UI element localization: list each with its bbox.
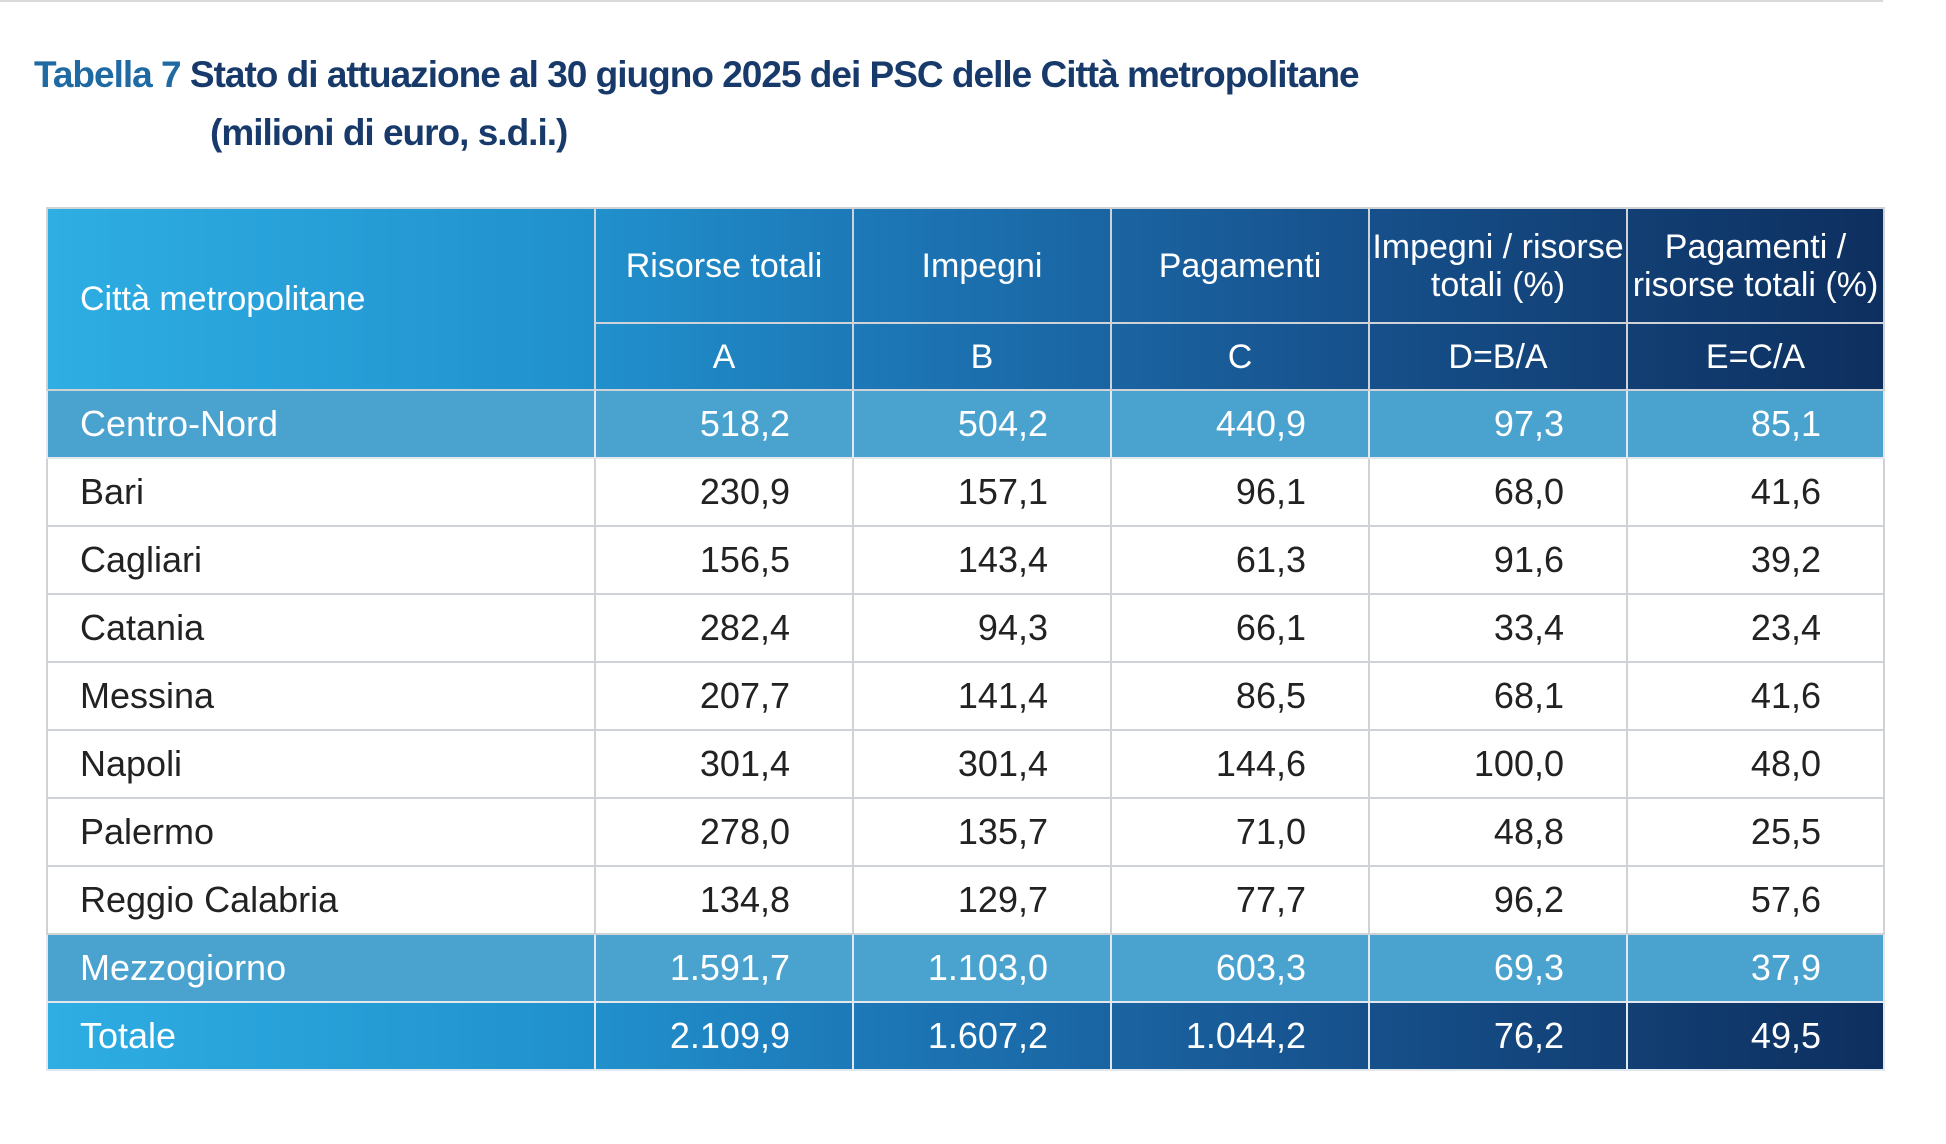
column-header: Pagamenti (1110, 207, 1370, 324)
cell: 91,6 (1368, 525, 1628, 595)
table-label: Tabella 7 (34, 54, 182, 95)
cell: 76,2 (1368, 1001, 1628, 1071)
cell: 66,1 (1110, 593, 1370, 663)
cell: 68,0 (1368, 457, 1628, 527)
cell: 25,5 (1626, 797, 1885, 867)
data-table: Città metropolitane Risorse totali Impegni… (46, 207, 1885, 1071)
cell: 96,2 (1368, 865, 1628, 935)
data-row: Reggio Calabria 134,8 129,7 77,7 96,2 57,6 (46, 865, 1885, 935)
cell: 440,9 (1110, 389, 1370, 459)
title-text: Stato di attuazione al 30 giugno 2025 de… (189, 54, 1360, 95)
row-label: Catania (46, 593, 596, 663)
cell: 278,0 (594, 797, 854, 867)
cell: 41,6 (1626, 457, 1885, 527)
row-label: Cagliari (46, 525, 596, 595)
cell: 94,3 (852, 593, 1112, 663)
row-label: Mezzogiorno (46, 933, 596, 1003)
row-label: Palermo (46, 797, 596, 867)
cell: 61,3 (1110, 525, 1370, 595)
cell: 57,6 (1626, 865, 1885, 935)
subheader-row: A B C D=B/A E=C/A (47, 322, 1885, 391)
column-header: Città metropolitane (46, 207, 596, 391)
header-row: Città metropolitane Risorse totali Impegni… (46, 207, 1885, 391)
cell: 207,7 (594, 661, 854, 731)
cell: 77,7 (1110, 865, 1370, 935)
cell: 301,4 (852, 729, 1112, 799)
cell: 41,6 (1626, 661, 1885, 731)
column-header: Risorse totali (594, 207, 854, 324)
column-header: Impegni (852, 207, 1112, 324)
cell: 86,5 (1110, 661, 1370, 731)
cell: 141,4 (852, 661, 1112, 731)
cell: 71,0 (1110, 797, 1370, 867)
cell: 134,8 (594, 865, 854, 935)
cell: 48,0 (1626, 729, 1885, 799)
data-row: Bari 230,9 157,1 96,1 68,0 41,6 (46, 457, 1885, 527)
data-row: Palermo 278,0 135,7 71,0 48,8 25,5 (46, 797, 1885, 867)
cell: 97,3 (1368, 389, 1628, 459)
column-subheader: E=C/A (1626, 322, 1885, 391)
row-label: Bari (46, 457, 596, 527)
cell: 230,9 (594, 457, 854, 527)
subtotal-row: Mezzogiorno 1.591,7 1.103,0 603,3 69,3 37,9 (46, 933, 1885, 1003)
cell: 1.103,0 (852, 933, 1112, 1003)
cell: 1.591,7 (594, 933, 854, 1003)
cell: 85,1 (1626, 389, 1885, 459)
cell: 129,7 (852, 865, 1112, 935)
title: Tabella 7 Stato di attuazione al 30 giug… (34, 46, 1360, 162)
data-row: Catania 282,4 94,3 66,1 33,4 23,4 (46, 593, 1885, 663)
cell: 143,4 (852, 525, 1112, 595)
cell: 68,1 (1368, 661, 1628, 731)
cell: 144,6 (1110, 729, 1370, 799)
row-label: Centro-Nord (46, 389, 596, 459)
cell: 135,7 (852, 797, 1112, 867)
cell: 282,4 (594, 593, 854, 663)
column-header: Pagamenti / risorse totali (%) (1626, 207, 1885, 324)
cell: 37,9 (1626, 933, 1885, 1003)
data-row: Cagliari 156,5 143,4 61,3 91,6 39,2 (46, 525, 1885, 595)
cell: 157,1 (852, 457, 1112, 527)
cell: 69,3 (1368, 933, 1628, 1003)
row-label: Napoli (46, 729, 596, 799)
cell: 504,2 (852, 389, 1112, 459)
data-row: Napoli 301,4 301,4 144,6 100,0 48,0 (46, 729, 1885, 799)
cell: 100,0 (1368, 729, 1628, 799)
column-header: Impegni / risorse totali (%) (1368, 207, 1628, 324)
cell: 2.109,9 (594, 1001, 854, 1071)
cell: 96,1 (1110, 457, 1370, 527)
cell: 156,5 (594, 525, 854, 595)
cell: 1.044,2 (1110, 1001, 1370, 1071)
row-label: Messina (46, 661, 596, 731)
column-subheader: A (594, 322, 854, 391)
total-row: Totale 2.109,9 1.607,2 1.044,2 76,2 49,5 (46, 1001, 1885, 1071)
cell: 49,5 (1626, 1001, 1885, 1071)
top-rule (0, 0, 1883, 2)
subtotal-row: Centro-Nord 518,2 504,2 440,9 97,3 85,1 (46, 389, 1885, 459)
data-row: Messina 207,7 141,4 86,5 68,1 41,6 (46, 661, 1885, 731)
cell: 518,2 (594, 389, 854, 459)
cell: 33,4 (1368, 593, 1628, 663)
column-subheader: B (852, 322, 1112, 391)
subtitle: (milioni di euro, s.d.i.) (210, 112, 568, 153)
column-subheader: D=B/A (1368, 322, 1628, 391)
cell: 23,4 (1626, 593, 1885, 663)
cell: 1.607,2 (852, 1001, 1112, 1071)
row-label: Reggio Calabria (46, 865, 596, 935)
column-subheader: C (1110, 322, 1370, 391)
cell: 39,2 (1626, 525, 1885, 595)
cell: 301,4 (594, 729, 854, 799)
cell: 48,8 (1368, 797, 1628, 867)
cell: 603,3 (1110, 933, 1370, 1003)
row-label: Totale (46, 1001, 596, 1071)
